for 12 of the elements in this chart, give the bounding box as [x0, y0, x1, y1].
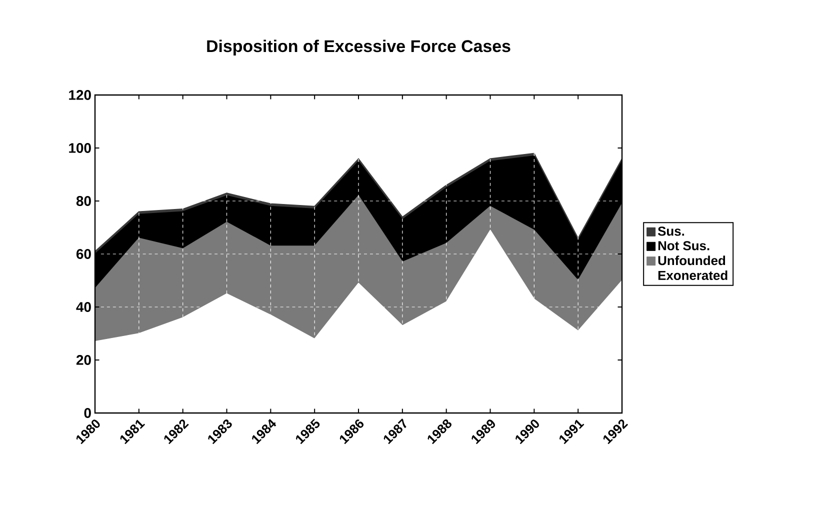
- y-tick-label: 20: [76, 355, 91, 365]
- text: Exonerated: [658, 270, 728, 280]
- y-tick-label: 100: [69, 143, 91, 153]
- legend-label: Unfounded: [658, 256, 726, 266]
- y-tick-label: 80: [76, 196, 91, 206]
- y-tick-label: 120: [69, 90, 91, 100]
- legend-label: Sus.: [658, 226, 684, 236]
- chart-title: Disposition of Excessive Force Cases: [207, 40, 510, 56]
- legend-label: Not Sus.: [658, 241, 710, 250]
- y-tick-label: 0: [84, 408, 91, 418]
- y-tick-label: 60: [76, 249, 91, 259]
- y-tick-label: 40: [76, 302, 91, 312]
